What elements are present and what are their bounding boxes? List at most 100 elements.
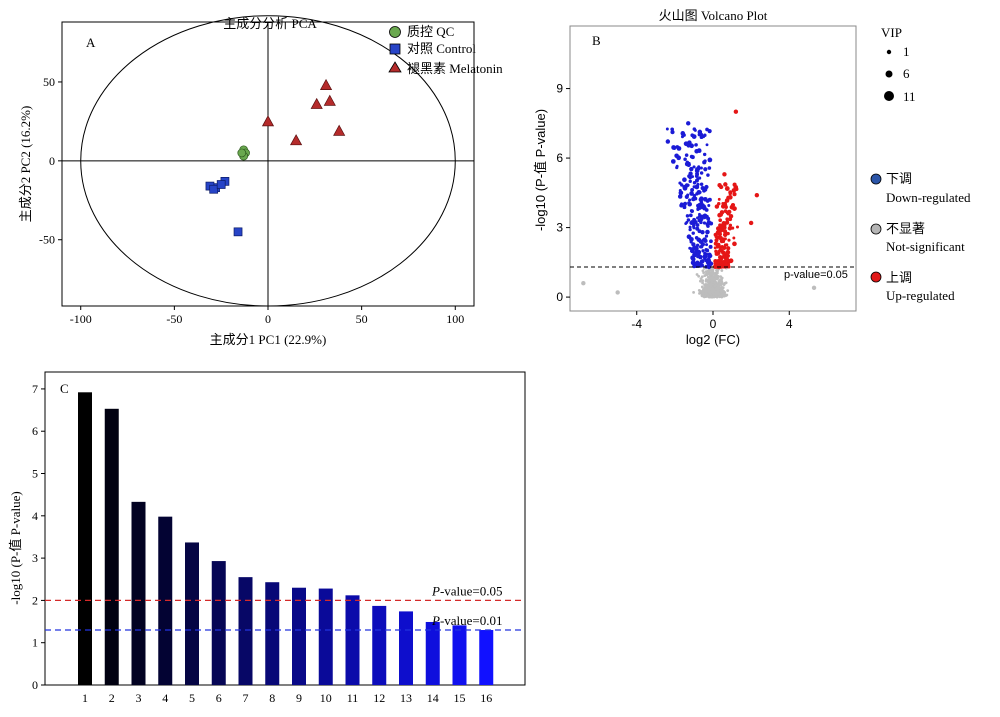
- volcano-point-down: [682, 205, 687, 210]
- pca-panel-label: A: [86, 35, 96, 50]
- volcano-point-down: [695, 262, 699, 267]
- volcano-point-up: [714, 204, 720, 209]
- volcano-point-down: [702, 152, 707, 157]
- volcano-point-down: [687, 140, 692, 145]
- volcano-point-down: [678, 181, 682, 185]
- volcano-point-up: [728, 214, 734, 219]
- bar: [425, 621, 440, 685]
- volcano-point-down: [694, 236, 699, 240]
- volcano-point-ns: [702, 271, 706, 275]
- bar-x-tick-label: 4: [162, 691, 168, 705]
- volcano-point-ns: [698, 279, 702, 283]
- volcano-point-down: [690, 255, 695, 261]
- volcano-point-down: [705, 143, 709, 147]
- volcano-point-ns: [722, 283, 726, 287]
- volcano-point-up: [732, 241, 737, 247]
- volcano-point-up: [723, 202, 727, 207]
- volcano-point-down: [683, 157, 687, 161]
- pca-point-control: [216, 180, 226, 189]
- volcano-point-up: [728, 192, 732, 196]
- volcano-point-up: [721, 245, 727, 251]
- volcano-point-up: [725, 217, 729, 221]
- volcano-point-down: [680, 202, 684, 206]
- volcano-point-down: [683, 201, 688, 206]
- vip-size-label-medium: 6: [903, 66, 910, 81]
- pca-x-tick-label: 100: [446, 312, 464, 326]
- threshold-p-symbol: P: [431, 583, 440, 598]
- volcano-point-up: [714, 238, 719, 243]
- bar: [265, 582, 280, 685]
- volcano-point-down: [682, 177, 687, 183]
- volcano-point-up: [726, 231, 730, 236]
- volcano-point-down: [688, 179, 692, 183]
- volcano-point-up: [717, 183, 722, 188]
- volcano-point-up: [713, 246, 717, 250]
- pca-point-melatonin: [319, 78, 333, 90]
- volcano-point-down: [694, 143, 698, 147]
- volcano-point-ns: [707, 272, 710, 276]
- volcano-point-ns: [723, 294, 726, 298]
- vip-legend-title: VIP: [881, 25, 902, 40]
- threshold-value-text: -value=0.05: [440, 583, 503, 598]
- threshold-p-symbol: P: [431, 613, 440, 628]
- volcano-point-down: [697, 149, 702, 153]
- bar-plot-frame: [44, 371, 526, 686]
- volcano-point-down: [688, 213, 693, 218]
- volcano-point-up: [717, 197, 721, 201]
- volcano-point-down: [697, 202, 702, 207]
- volcano-point-up: [724, 186, 730, 191]
- bar-x-tick-label: 14: [427, 691, 439, 705]
- volcano-y-tick-label: 9: [556, 82, 563, 96]
- volcano-point-down: [688, 228, 692, 232]
- volcano-point-ns: [701, 279, 705, 283]
- volcano-point-up: [725, 257, 730, 263]
- volcano-point-down: [689, 220, 694, 225]
- volcano-point-ns: [720, 278, 723, 282]
- volcano-point-down: [682, 133, 686, 137]
- volcano-point-down: [705, 229, 710, 235]
- bar-x-tick-label: 9: [296, 691, 302, 705]
- volcano-point-up: [732, 192, 737, 197]
- volcano-point-up: [719, 238, 725, 244]
- legend-melatonin-marker: [388, 61, 402, 73]
- pca-x-tick-label: 50: [356, 312, 368, 326]
- bar: [78, 392, 92, 685]
- legend-up-cn: 上调: [886, 270, 912, 285]
- volcano-point-ns: [692, 290, 695, 294]
- volcano-point-ns: [719, 283, 723, 287]
- volcano-point-ns: [704, 278, 708, 281]
- volcano-threshold-label: p-value=0.05: [784, 269, 848, 281]
- volcano-point-down: [695, 223, 700, 227]
- volcano-point-down: [684, 183, 689, 188]
- bar: [318, 588, 333, 685]
- volcano-point-down: [697, 261, 703, 267]
- volcano-point-up: [718, 264, 722, 269]
- vip-size-marker-small: [886, 49, 892, 55]
- volcano-point-down: [689, 166, 694, 172]
- volcano-point-up: [729, 204, 735, 210]
- pca-point-melatonin: [261, 115, 275, 127]
- volcano-point-down: [696, 173, 699, 177]
- volcano-point-up: [732, 236, 736, 240]
- volcano-point-down: [703, 159, 707, 163]
- volcano-point-down: [693, 128, 697, 132]
- volcano-point-up: [722, 229, 728, 234]
- volcano-point-up: [726, 246, 731, 251]
- volcano-point-up: [724, 198, 730, 203]
- bar-x-tick-label: 6: [216, 691, 222, 705]
- volcano-point-down: [706, 262, 711, 266]
- volcano-point-down: [705, 199, 710, 203]
- volcano-point-down: [701, 205, 705, 210]
- bar-x-tick-label: 7: [243, 691, 249, 705]
- volcano-point-down: [688, 225, 692, 229]
- volcano-point-down: [703, 187, 708, 192]
- bar-x-tick-label: 15: [454, 691, 466, 705]
- bar-x-tick-label: 10: [320, 691, 332, 705]
- volcano-point-up: [716, 244, 720, 249]
- volcano-point-up: [727, 238, 731, 242]
- volcano-point-down: [705, 243, 709, 247]
- volcano-point-down: [699, 166, 703, 170]
- volcano-point-down: [690, 133, 695, 138]
- volcano-point-up: [731, 226, 735, 230]
